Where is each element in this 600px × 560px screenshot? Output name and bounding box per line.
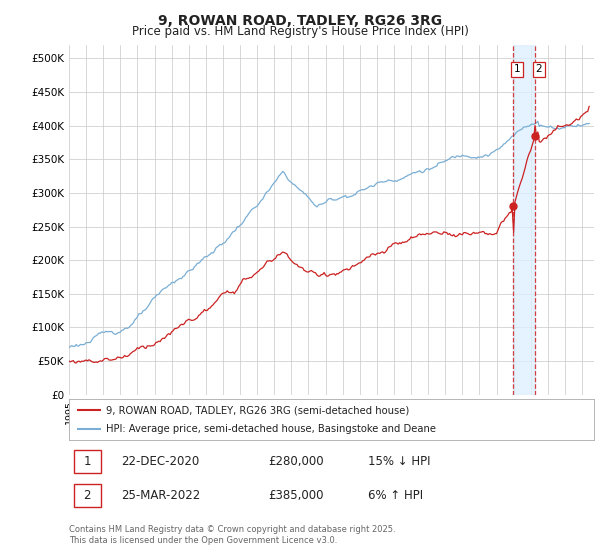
- Text: 15% ↓ HPI: 15% ↓ HPI: [368, 455, 431, 468]
- FancyBboxPatch shape: [74, 484, 101, 507]
- Text: £280,000: £280,000: [269, 455, 324, 468]
- Text: 6% ↑ HPI: 6% ↑ HPI: [368, 489, 424, 502]
- Text: Contains HM Land Registry data © Crown copyright and database right 2025.
This d: Contains HM Land Registry data © Crown c…: [69, 525, 395, 545]
- Text: 2: 2: [536, 64, 542, 74]
- Text: 1: 1: [514, 64, 521, 74]
- Text: 25-MAR-2022: 25-MAR-2022: [121, 489, 201, 502]
- Bar: [513, 45, 535, 395]
- Text: 1: 1: [83, 455, 91, 468]
- Text: Price paid vs. HM Land Registry's House Price Index (HPI): Price paid vs. HM Land Registry's House …: [131, 25, 469, 38]
- FancyBboxPatch shape: [74, 450, 101, 473]
- Text: HPI: Average price, semi-detached house, Basingstoke and Deane: HPI: Average price, semi-detached house,…: [106, 424, 436, 433]
- Text: 9, ROWAN ROAD, TADLEY, RG26 3RG: 9, ROWAN ROAD, TADLEY, RG26 3RG: [158, 14, 442, 28]
- Text: £385,000: £385,000: [269, 489, 324, 502]
- Text: 2: 2: [83, 489, 91, 502]
- Text: 22-DEC-2020: 22-DEC-2020: [121, 455, 200, 468]
- Text: 9, ROWAN ROAD, TADLEY, RG26 3RG (semi-detached house): 9, ROWAN ROAD, TADLEY, RG26 3RG (semi-de…: [106, 405, 409, 415]
